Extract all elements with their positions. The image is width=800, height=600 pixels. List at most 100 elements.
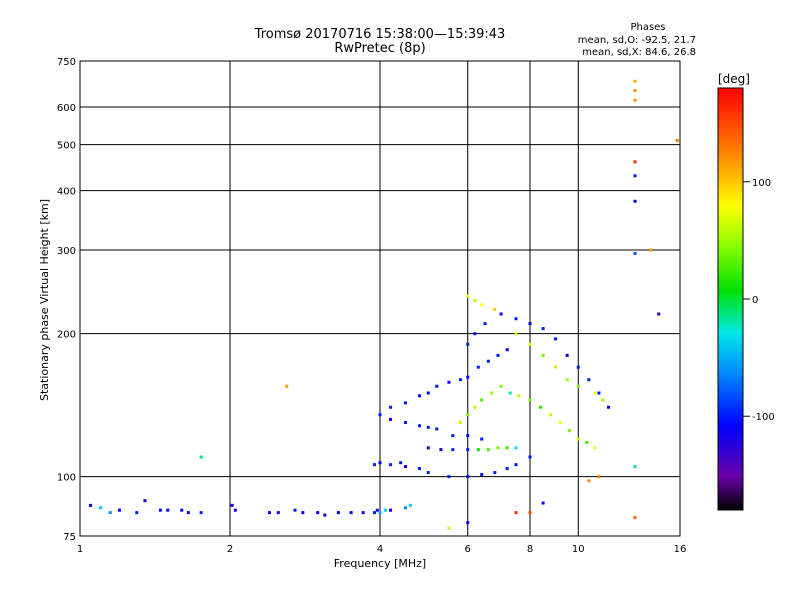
data-point	[633, 160, 637, 164]
data-point	[480, 473, 484, 477]
data-point	[451, 434, 455, 438]
data-point	[514, 463, 518, 467]
data-point	[514, 511, 518, 515]
data-point	[649, 248, 653, 252]
data-point	[517, 394, 521, 398]
data-point	[553, 365, 557, 369]
y-tick-label: 100	[57, 473, 76, 484]
data-point	[447, 526, 451, 530]
data-point	[565, 353, 569, 357]
data-point	[493, 307, 497, 311]
data-point	[633, 251, 637, 255]
y-axis-ticks: 75 100 200 300 400 500 600 750	[57, 57, 76, 543]
data-point	[473, 405, 477, 409]
data-point	[528, 398, 532, 402]
data-point	[378, 461, 382, 465]
data-point	[417, 424, 421, 428]
data-point	[633, 465, 637, 469]
data-point	[166, 508, 170, 512]
data-point	[378, 413, 382, 417]
x-axis-ticks: 1 2 4 6 8 10 16	[77, 544, 687, 555]
data-point	[490, 391, 494, 395]
data-point	[378, 511, 382, 515]
data-point	[514, 446, 518, 450]
data-point	[505, 446, 509, 450]
data-point	[633, 199, 637, 203]
data-point	[447, 475, 451, 479]
data-point	[439, 448, 443, 452]
data-point	[426, 391, 430, 395]
data-point	[496, 353, 500, 357]
data-point	[199, 511, 203, 515]
data-point	[383, 508, 387, 512]
data-point	[389, 405, 393, 409]
data-point	[657, 312, 661, 316]
data-point	[499, 384, 503, 388]
data-point	[466, 413, 470, 417]
data-point	[199, 455, 203, 459]
data-point	[403, 401, 407, 405]
data-point	[426, 446, 430, 450]
data-point	[597, 391, 601, 395]
data-point	[528, 511, 532, 515]
x-axis-label: Frequency [MHz]	[334, 557, 426, 570]
y-axis-label: Stationary phase Virtual Height [km]	[38, 199, 51, 401]
data-point	[514, 317, 518, 321]
data-point	[276, 511, 280, 515]
data-point	[496, 446, 500, 450]
data-point	[89, 503, 93, 507]
data-point	[480, 303, 484, 307]
data-point	[408, 503, 412, 507]
data-point	[466, 375, 470, 379]
x-tick-label: 10	[572, 544, 585, 555]
data-point	[323, 513, 327, 517]
data-point	[508, 391, 512, 395]
data-point	[597, 475, 601, 479]
x-tick-label: 2	[227, 544, 233, 555]
data-points	[89, 79, 679, 530]
data-point	[451, 448, 455, 452]
data-point	[528, 342, 532, 346]
data-point	[480, 398, 484, 402]
stats-line-x: mean, sd,X: 84.6, 26.8	[582, 47, 696, 58]
data-point	[435, 427, 439, 431]
data-point	[301, 511, 305, 515]
data-point	[316, 511, 320, 515]
data-point	[403, 506, 407, 510]
colorbar-tick-label: 100	[752, 178, 771, 189]
data-point	[473, 332, 477, 336]
data-point	[349, 511, 353, 515]
data-point	[466, 475, 470, 479]
colorbar	[717, 87, 744, 511]
data-point	[585, 441, 589, 445]
y-tick-label: 600	[57, 103, 76, 114]
data-point	[553, 337, 557, 341]
data-point	[230, 503, 234, 507]
data-point	[389, 417, 393, 421]
data-point	[528, 455, 532, 459]
data-point	[108, 511, 112, 515]
data-point	[541, 327, 545, 331]
y-tick-label: 400	[57, 187, 76, 198]
data-point	[458, 378, 462, 382]
data-point	[601, 398, 605, 402]
data-point	[466, 434, 470, 438]
data-point	[466, 448, 470, 452]
data-point	[466, 521, 470, 525]
stats-title: Phases	[630, 22, 665, 33]
data-point	[417, 394, 421, 398]
data-point	[473, 298, 477, 302]
data-point	[435, 384, 439, 388]
data-point	[607, 405, 611, 409]
data-point	[361, 511, 365, 515]
x-tick-label: 6	[465, 544, 471, 555]
x-tick-label: 16	[674, 544, 687, 555]
data-point	[633, 98, 637, 102]
data-point	[389, 463, 393, 467]
data-point	[476, 448, 480, 452]
data-point	[180, 508, 184, 512]
data-point	[186, 511, 190, 515]
data-point	[505, 467, 509, 471]
data-point	[565, 378, 569, 382]
